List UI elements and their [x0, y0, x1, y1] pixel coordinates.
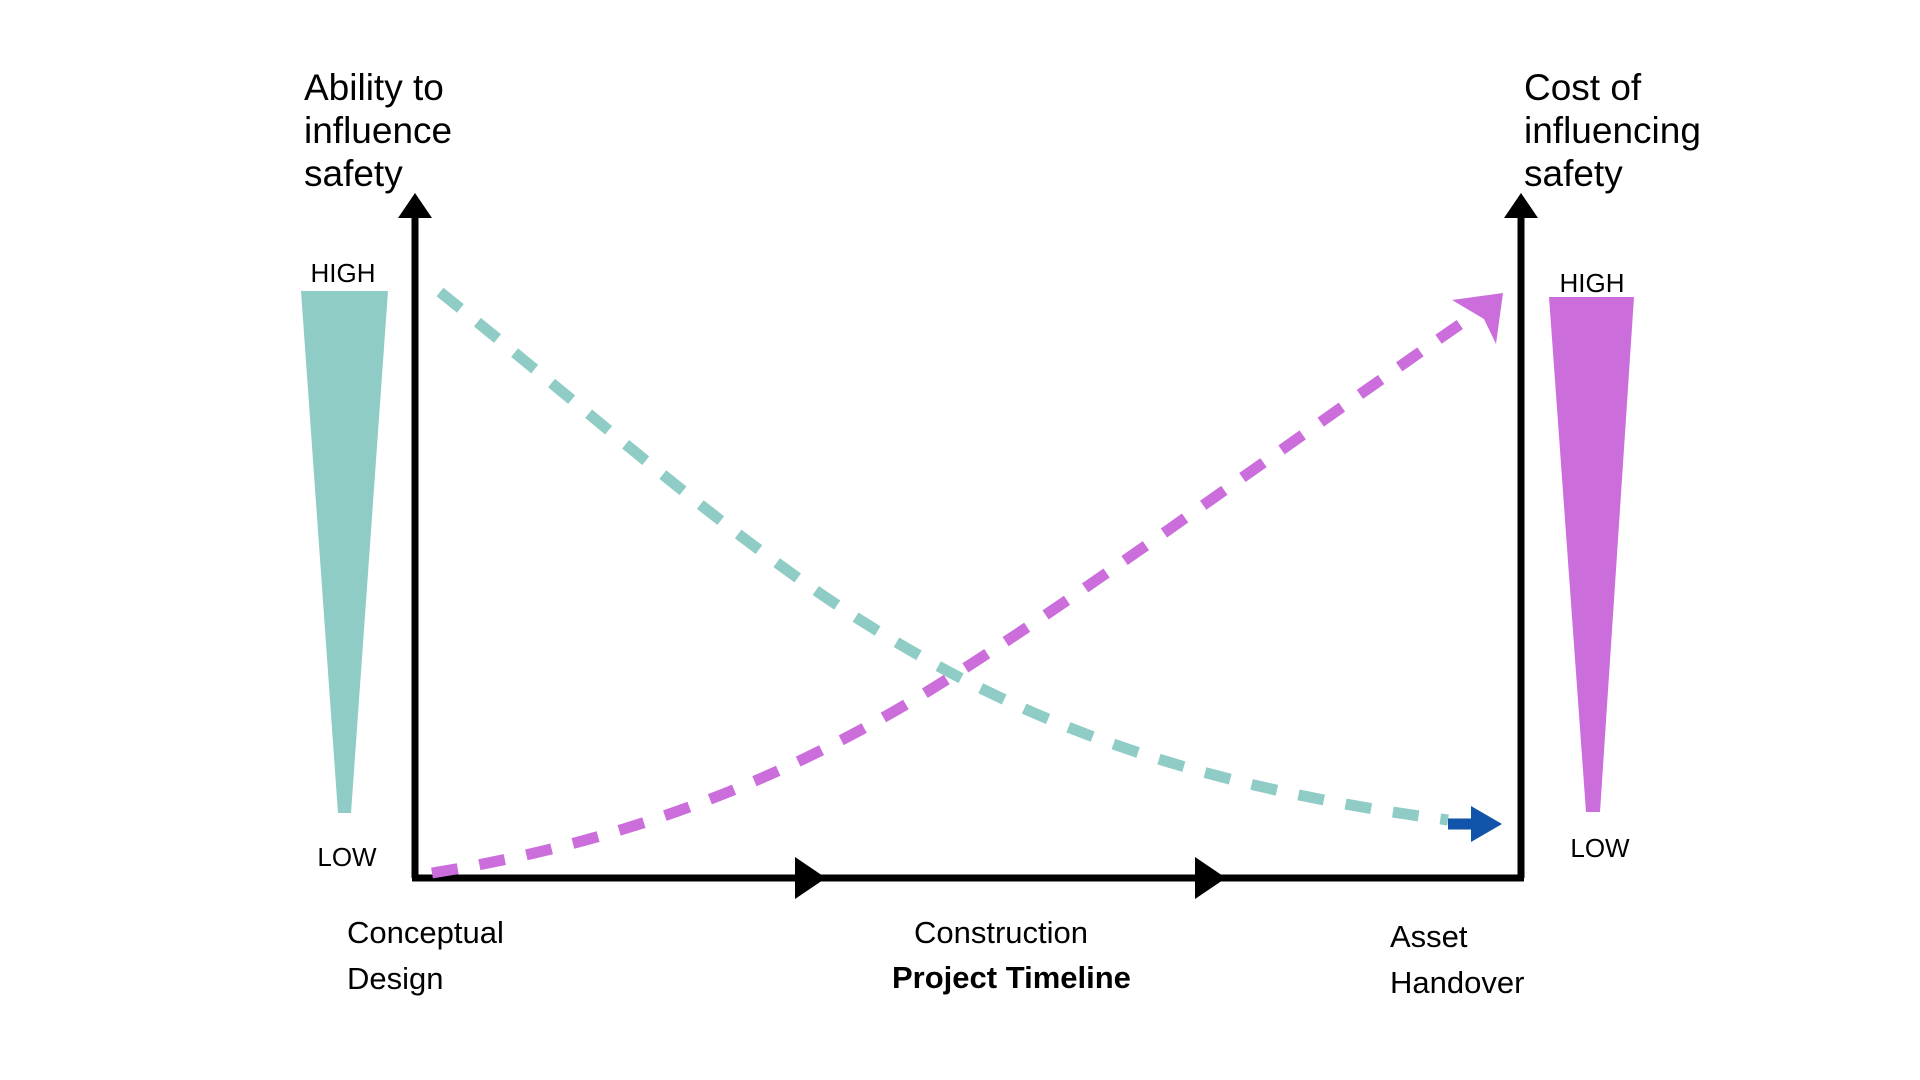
right-axis-label-line-1: Cost of — [1524, 67, 1642, 108]
left-axis-label: Ability to influence safety — [304, 67, 452, 194]
cost-curve-end-arrowhead — [1452, 293, 1503, 344]
right-axis-label-line-2: influencing — [1524, 110, 1701, 151]
right-axis-label-line-3: safety — [1524, 153, 1623, 194]
stage-label-asset-handover: Asset Handover — [1390, 919, 1524, 1000]
stage-label-line-2: Design — [347, 961, 444, 996]
right-scale-low-label: LOW — [1570, 833, 1630, 863]
left-scale-high-label: HIGH — [311, 258, 376, 288]
right-y-axis — [1504, 193, 1538, 878]
x-axis-arrowhead-2 — [1195, 857, 1226, 899]
ability-to-influence-curve — [436, 287, 1449, 826]
left-axis-arrowhead — [398, 193, 432, 218]
stage-label-line-1: Asset — [1390, 919, 1468, 954]
ability-curve-end-arrow — [1448, 806, 1502, 842]
right-axis-label: Cost of influencing safety — [1524, 67, 1701, 194]
left-axis-label-line-3: safety — [304, 153, 403, 194]
cost-of-influencing-curve — [431, 311, 1476, 879]
left-axis-label-line-2: influence — [304, 110, 452, 151]
stage-label-line-1: Conceptual — [347, 915, 504, 950]
stage-label-construction: Construction — [914, 915, 1088, 950]
x-axis — [412, 857, 1524, 899]
left-y-axis — [398, 193, 432, 878]
left-axis-label-line-1: Ability to — [304, 67, 444, 108]
stage-label-line-1: Construction — [914, 915, 1088, 950]
stage-label-conceptual-design: Conceptual Design — [347, 915, 504, 996]
stage-label-line-2: Handover — [1390, 965, 1524, 1000]
right-scale-high-label: HIGH — [1560, 268, 1625, 298]
left-scale-low-label: LOW — [317, 842, 377, 872]
cost-wedge — [1549, 297, 1634, 812]
right-axis-arrowhead — [1504, 193, 1538, 218]
project-timeline-label: Project Timeline — [892, 960, 1131, 995]
ability-wedge — [301, 291, 388, 813]
x-axis-arrowhead-1 — [795, 857, 826, 899]
